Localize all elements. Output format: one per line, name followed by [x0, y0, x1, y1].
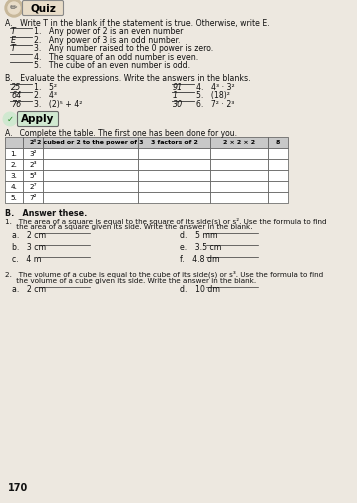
Text: Quiz: Quiz [30, 3, 56, 13]
Bar [210, 137, 268, 148]
Text: the volume of a cube given its side. Write the answer in the blank.: the volume of a cube given its side. Wri… [5, 278, 256, 284]
Text: E: E [11, 36, 16, 44]
Text: 3 factors of 2: 3 factors of 2 [151, 140, 197, 145]
Text: 6.   7² · 2³: 6. 7² · 2³ [196, 100, 235, 109]
Text: a.   2 cm: a. 2 cm [12, 285, 46, 294]
Text: 2³: 2³ [29, 140, 36, 145]
Text: 1.   The area of a square is equal to the square of its side(s) or s². Use the f: 1. The area of a square is equal to the … [5, 217, 327, 224]
Bar [138, 170, 210, 181]
Text: 7²: 7² [29, 195, 37, 201]
Bar [268, 159, 288, 170]
Text: f.   4.8 dm: f. 4.8 dm [180, 255, 220, 264]
Text: 2 cubed or 2 to the power of 3: 2 cubed or 2 to the power of 3 [37, 140, 144, 145]
Bar [43, 192, 138, 203]
Text: B.   Answer these.: B. Answer these. [5, 209, 87, 218]
Circle shape [5, 0, 23, 17]
Text: 76: 76 [11, 100, 21, 109]
Bar [138, 192, 210, 203]
Text: A.   Complete the table. The first one has been done for you.: A. Complete the table. The first one has… [5, 129, 237, 138]
Bar [23, 159, 43, 170]
Text: the area of a square given its side. Write the answer in the blank.: the area of a square given its side. Wri… [5, 223, 252, 229]
Bar [43, 148, 138, 159]
Text: 25: 25 [11, 82, 21, 92]
Text: 30: 30 [173, 100, 183, 109]
Text: 2.: 2. [11, 161, 17, 167]
Bar [138, 148, 210, 159]
Bar [138, 159, 210, 170]
Text: Apply: Apply [21, 114, 55, 124]
Text: b.   3 cm: b. 3 cm [12, 243, 46, 252]
Circle shape [8, 2, 20, 14]
Text: T: T [11, 27, 16, 36]
Text: 64: 64 [11, 91, 21, 100]
Text: 5.   (18)²: 5. (18)² [196, 91, 230, 100]
Text: 2 × 2 × 2: 2 × 2 × 2 [223, 140, 255, 145]
Bar [43, 159, 138, 170]
Text: 8: 8 [276, 140, 280, 145]
Text: d.   5 mm: d. 5 mm [180, 231, 218, 240]
Text: ✓: ✓ [6, 115, 14, 124]
Text: e.   3.5 cm: e. 3.5 cm [180, 243, 221, 252]
Text: 3.: 3. [11, 173, 17, 179]
Bar [210, 159, 268, 170]
Text: 5³: 5³ [29, 173, 37, 179]
Text: 3²: 3² [29, 150, 37, 156]
Bar [138, 181, 210, 192]
Bar [5, 137, 23, 148]
Text: 5.   The cube of an even number is odd.: 5. The cube of an even number is odd. [34, 61, 190, 70]
Text: 3.   (2)⁵ + 4²: 3. (2)⁵ + 4² [34, 100, 82, 109]
Text: B.   Evaluate the expressions. Write the answers in the blanks.: B. Evaluate the expressions. Write the a… [5, 73, 251, 82]
Text: 4.   The square of an odd number is even.: 4. The square of an odd number is even. [34, 52, 198, 61]
Circle shape [3, 112, 17, 126]
Bar [5, 181, 23, 192]
Bar [210, 170, 268, 181]
Text: 91: 91 [173, 82, 183, 92]
Text: 1.: 1. [11, 150, 17, 156]
Bar [268, 181, 288, 192]
Bar [43, 181, 138, 192]
Text: A.   Write T in the blank if the statement is true. Otherwise, write E.: A. Write T in the blank if the statement… [5, 19, 270, 28]
Text: 1: 1 [173, 91, 178, 100]
Text: T: T [11, 44, 16, 53]
Bar [210, 192, 268, 203]
Bar [23, 137, 43, 148]
Text: d.   10 dm: d. 10 dm [180, 285, 220, 294]
Bar [23, 192, 43, 203]
Text: 170: 170 [8, 483, 28, 493]
FancyBboxPatch shape [22, 1, 64, 16]
Bar [23, 170, 43, 181]
Bar [23, 181, 43, 192]
Text: 3.   Any number raised to the 0 power is zero.: 3. Any number raised to the 0 power is z… [34, 44, 213, 53]
Text: 1.   5²: 1. 5² [34, 82, 57, 92]
Text: 1.   Any power of 2 is an even number: 1. Any power of 2 is an even number [34, 27, 183, 36]
Text: 2⁷: 2⁷ [29, 184, 37, 190]
Text: 5.: 5. [11, 195, 17, 201]
Bar [5, 192, 23, 203]
Text: 2.   Any power of 3 is an odd number.: 2. Any power of 3 is an odd number. [34, 36, 181, 44]
Text: 2.   4³: 2. 4³ [34, 91, 57, 100]
Bar [5, 148, 23, 159]
Bar [23, 148, 43, 159]
FancyBboxPatch shape [17, 112, 59, 126]
Bar [43, 137, 138, 148]
Text: 2³: 2³ [29, 161, 37, 167]
Bar [268, 170, 288, 181]
Bar [210, 181, 268, 192]
Bar [43, 170, 138, 181]
Text: c.   4 m: c. 4 m [12, 255, 41, 264]
Bar [268, 148, 288, 159]
Text: 4.: 4. [11, 184, 17, 190]
Text: 2.   The volume of a cube is equal to the cube of its side(s) or s³. Use the for: 2. The volume of a cube is equal to the … [5, 271, 323, 279]
Bar [138, 137, 210, 148]
Bar [268, 137, 288, 148]
Text: 4.   4³ · 3²: 4. 4³ · 3² [196, 82, 235, 92]
Text: a.   2 cm: a. 2 cm [12, 231, 46, 240]
Bar [268, 192, 288, 203]
Bar [5, 159, 23, 170]
Text: ✏: ✏ [10, 4, 18, 13]
Bar [5, 170, 23, 181]
Bar [210, 148, 268, 159]
